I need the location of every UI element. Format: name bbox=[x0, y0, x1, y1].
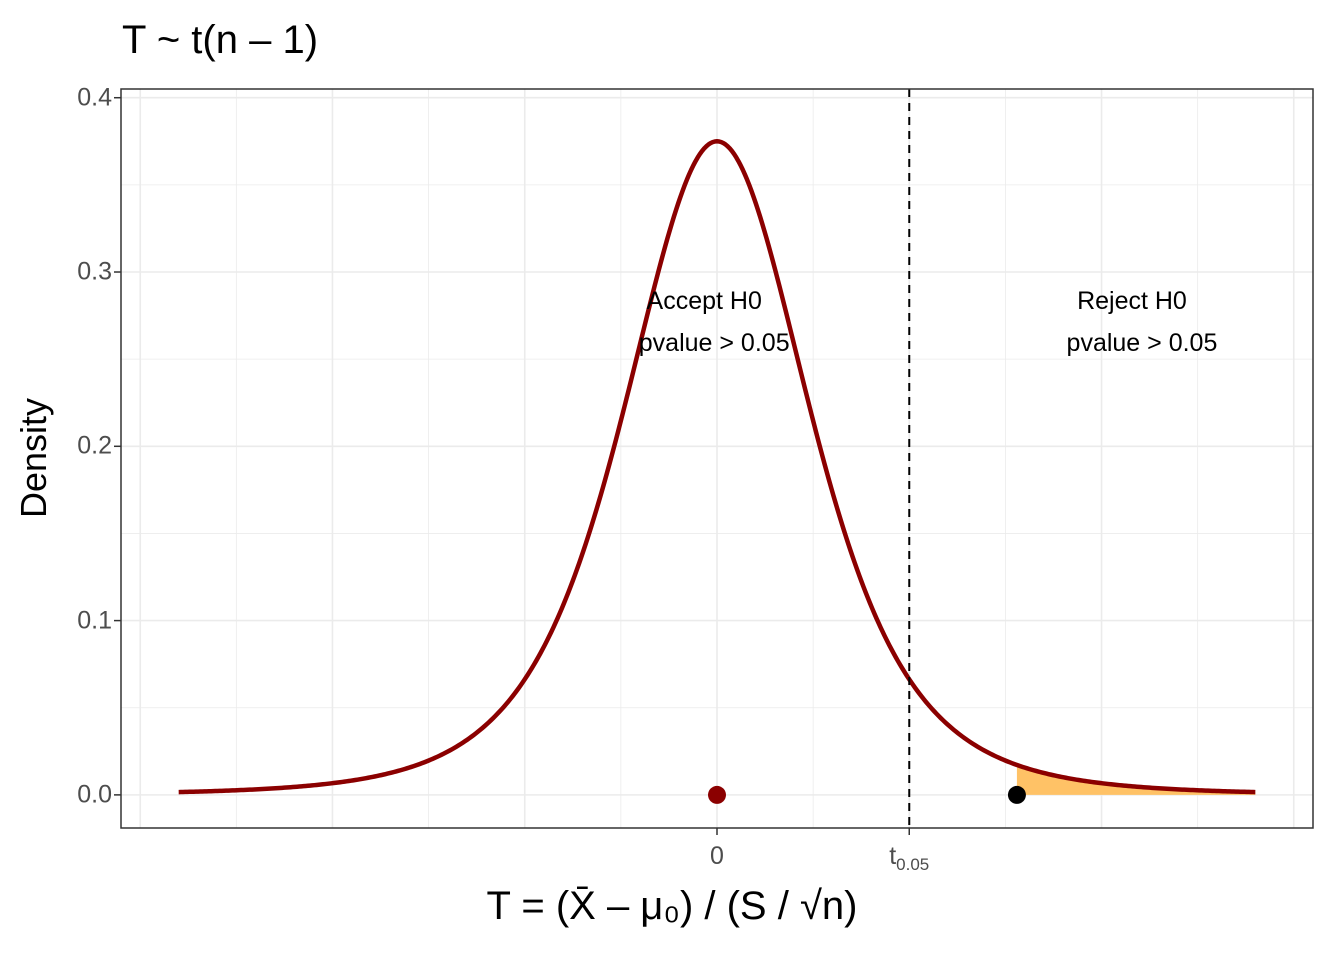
density-curve bbox=[178, 139, 1256, 795]
x-tick-label-critical: t0.05 bbox=[889, 842, 929, 875]
y-tick-label: 0.4 bbox=[77, 83, 112, 112]
reject-label: Reject H0 bbox=[1077, 286, 1187, 315]
reject-pvalue-label: pvalue > 0.05 bbox=[1066, 328, 1218, 357]
x-axis-title: T = (X̄ – μ₀) / (S / √n) bbox=[486, 884, 858, 928]
mean-point bbox=[708, 785, 726, 804]
chart-title: T ~ t(n – 1) bbox=[122, 18, 319, 62]
rejection-tail-area bbox=[1016, 764, 1256, 795]
axis-tick-marks bbox=[114, 96, 911, 835]
x-tick-subscript: 0.05 bbox=[896, 855, 930, 874]
y-tick-label: 0.3 bbox=[77, 257, 112, 286]
accept-pvalue-label: pvalue > 0.05 bbox=[638, 328, 790, 357]
accept-label: Accept H0 bbox=[646, 286, 762, 315]
x-tick-t: t bbox=[889, 842, 897, 870]
y-axis-title: Density bbox=[13, 397, 54, 519]
x-tick-label-zero: 0 bbox=[710, 842, 724, 870]
y-tick-label: 0.2 bbox=[77, 431, 112, 460]
y-tick-label: 0.0 bbox=[77, 780, 112, 809]
grid-lines bbox=[121, 89, 1313, 828]
y-tick-label: 0.1 bbox=[77, 606, 112, 635]
test-statistic-point bbox=[1007, 785, 1026, 804]
